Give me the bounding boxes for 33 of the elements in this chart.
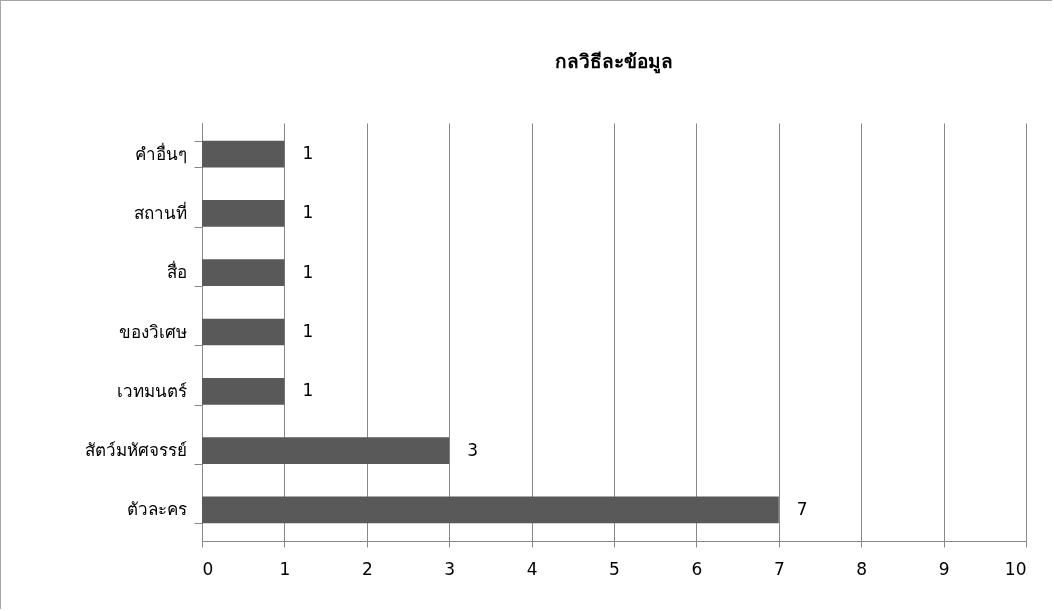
x-tick-label: 4 xyxy=(526,558,538,579)
bar xyxy=(202,200,285,227)
data-label: 1 xyxy=(302,321,314,341)
y-tick-label: สัตว์มหัศจรรย์ xyxy=(84,440,187,461)
x-tick-label: 1 xyxy=(279,558,291,579)
data-label: 1 xyxy=(302,380,314,401)
bar xyxy=(202,496,779,524)
bar xyxy=(202,318,285,346)
y-tick-label: ตัวละคร xyxy=(126,499,187,520)
x-tick-label: 9 xyxy=(938,558,950,579)
data-label: 1 xyxy=(302,261,314,282)
x-tick-label: 3 xyxy=(444,558,456,579)
x-tick-label: 8 xyxy=(856,558,868,579)
x-tick-label: 10 xyxy=(1004,558,1027,579)
y-tick-label: สถานที่ xyxy=(133,200,187,223)
data-label: 7 xyxy=(796,498,808,519)
y-tick-label: คำอื่นๆ xyxy=(134,141,187,164)
x-tick-label: 2 xyxy=(361,558,373,579)
y-tick-label: สื่อ xyxy=(166,260,187,283)
data-label: 1 xyxy=(302,143,314,164)
data-label: 1 xyxy=(302,202,314,223)
chart-title: กลวิธีละข้อมูล xyxy=(555,50,673,74)
bar xyxy=(202,437,450,464)
data-label: 3 xyxy=(467,439,479,460)
x-tick-label: 0 xyxy=(202,558,214,579)
bar xyxy=(202,377,285,405)
x-tick-label: 7 xyxy=(773,558,785,579)
x-tick-label: 6 xyxy=(691,558,703,579)
bar xyxy=(202,259,285,287)
bar xyxy=(202,140,285,168)
y-tick-label: เวทมนตร์ xyxy=(116,380,187,401)
x-tick-label: 5 xyxy=(609,558,620,579)
y-tick-label: ของวิเศษ xyxy=(118,321,187,342)
